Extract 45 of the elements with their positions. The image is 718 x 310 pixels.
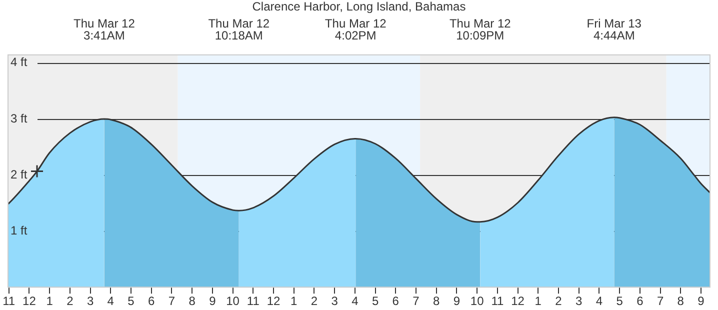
- x-tick-label: 5: [128, 294, 135, 308]
- x-tick-label: 4: [596, 294, 603, 308]
- x-tick-label: 8: [677, 294, 684, 308]
- x-tick-label: 6: [392, 294, 400, 308]
- x-tick-label: 3: [86, 294, 94, 308]
- x-tick-label: 7: [168, 294, 176, 308]
- chart-title: Clarence Harbor, Long Island, Bahamas: [252, 0, 466, 14]
- x-tick-label: 12: [22, 294, 36, 308]
- x-tick-label: 9: [209, 294, 216, 308]
- x-tick-label: 11: [2, 294, 16, 308]
- x-tick-label: 5: [616, 294, 624, 308]
- x-tick-label: 9: [453, 294, 460, 308]
- x-tick-label: 1: [290, 294, 298, 308]
- x-tick-label: 2: [555, 294, 562, 308]
- x-tick-label: 10: [226, 294, 240, 308]
- x-tick-label: 5: [372, 294, 379, 308]
- y-tick-label: 3 ft: [10, 111, 28, 126]
- x-tick-label: 12: [266, 294, 280, 308]
- x-tick-label: 10: [470, 294, 484, 308]
- x-tick-label: 2: [310, 294, 318, 308]
- x2-tick-label: Thu Mar 12 10:09PM: [449, 16, 512, 43]
- x-tick-label: 9: [698, 294, 705, 308]
- x2-tick-label: Thu Mar 12 3:41AM: [74, 16, 136, 43]
- x-tick-label: 7: [412, 294, 420, 308]
- x-tick-label: 4: [107, 294, 114, 308]
- x-tick-label: 4: [352, 294, 359, 308]
- x-tick-label: 6: [148, 294, 156, 308]
- x-tick-label: 7: [656, 294, 664, 308]
- x-tick-label: 8: [433, 294, 440, 308]
- x-tick-label: 11: [246, 294, 260, 308]
- x-tick-label: 2: [66, 294, 74, 308]
- x2-tick-label: Fri Mar 13 4:44AM: [586, 16, 642, 43]
- x-tick-label: 1: [46, 294, 54, 308]
- y-tick-label: 2 ft: [10, 168, 28, 182]
- y-tick-label: 1 ft: [10, 224, 28, 238]
- x-tick-label: 12: [511, 294, 525, 308]
- x2-tick-label: Thu Mar 12 10:18AM: [208, 16, 270, 43]
- x-tick-label: 11: [491, 294, 504, 308]
- x-tick-label: 3: [576, 294, 583, 308]
- x2-tick-label: Thu Mar 12 4:02PM: [324, 16, 387, 43]
- y-tick-label: 4 ft: [10, 55, 28, 70]
- x-tick-label: 3: [331, 294, 338, 308]
- x-tick-label: 1: [534, 294, 542, 308]
- x-tick-label: 6: [636, 294, 644, 308]
- x-tick-label: 8: [188, 294, 196, 308]
